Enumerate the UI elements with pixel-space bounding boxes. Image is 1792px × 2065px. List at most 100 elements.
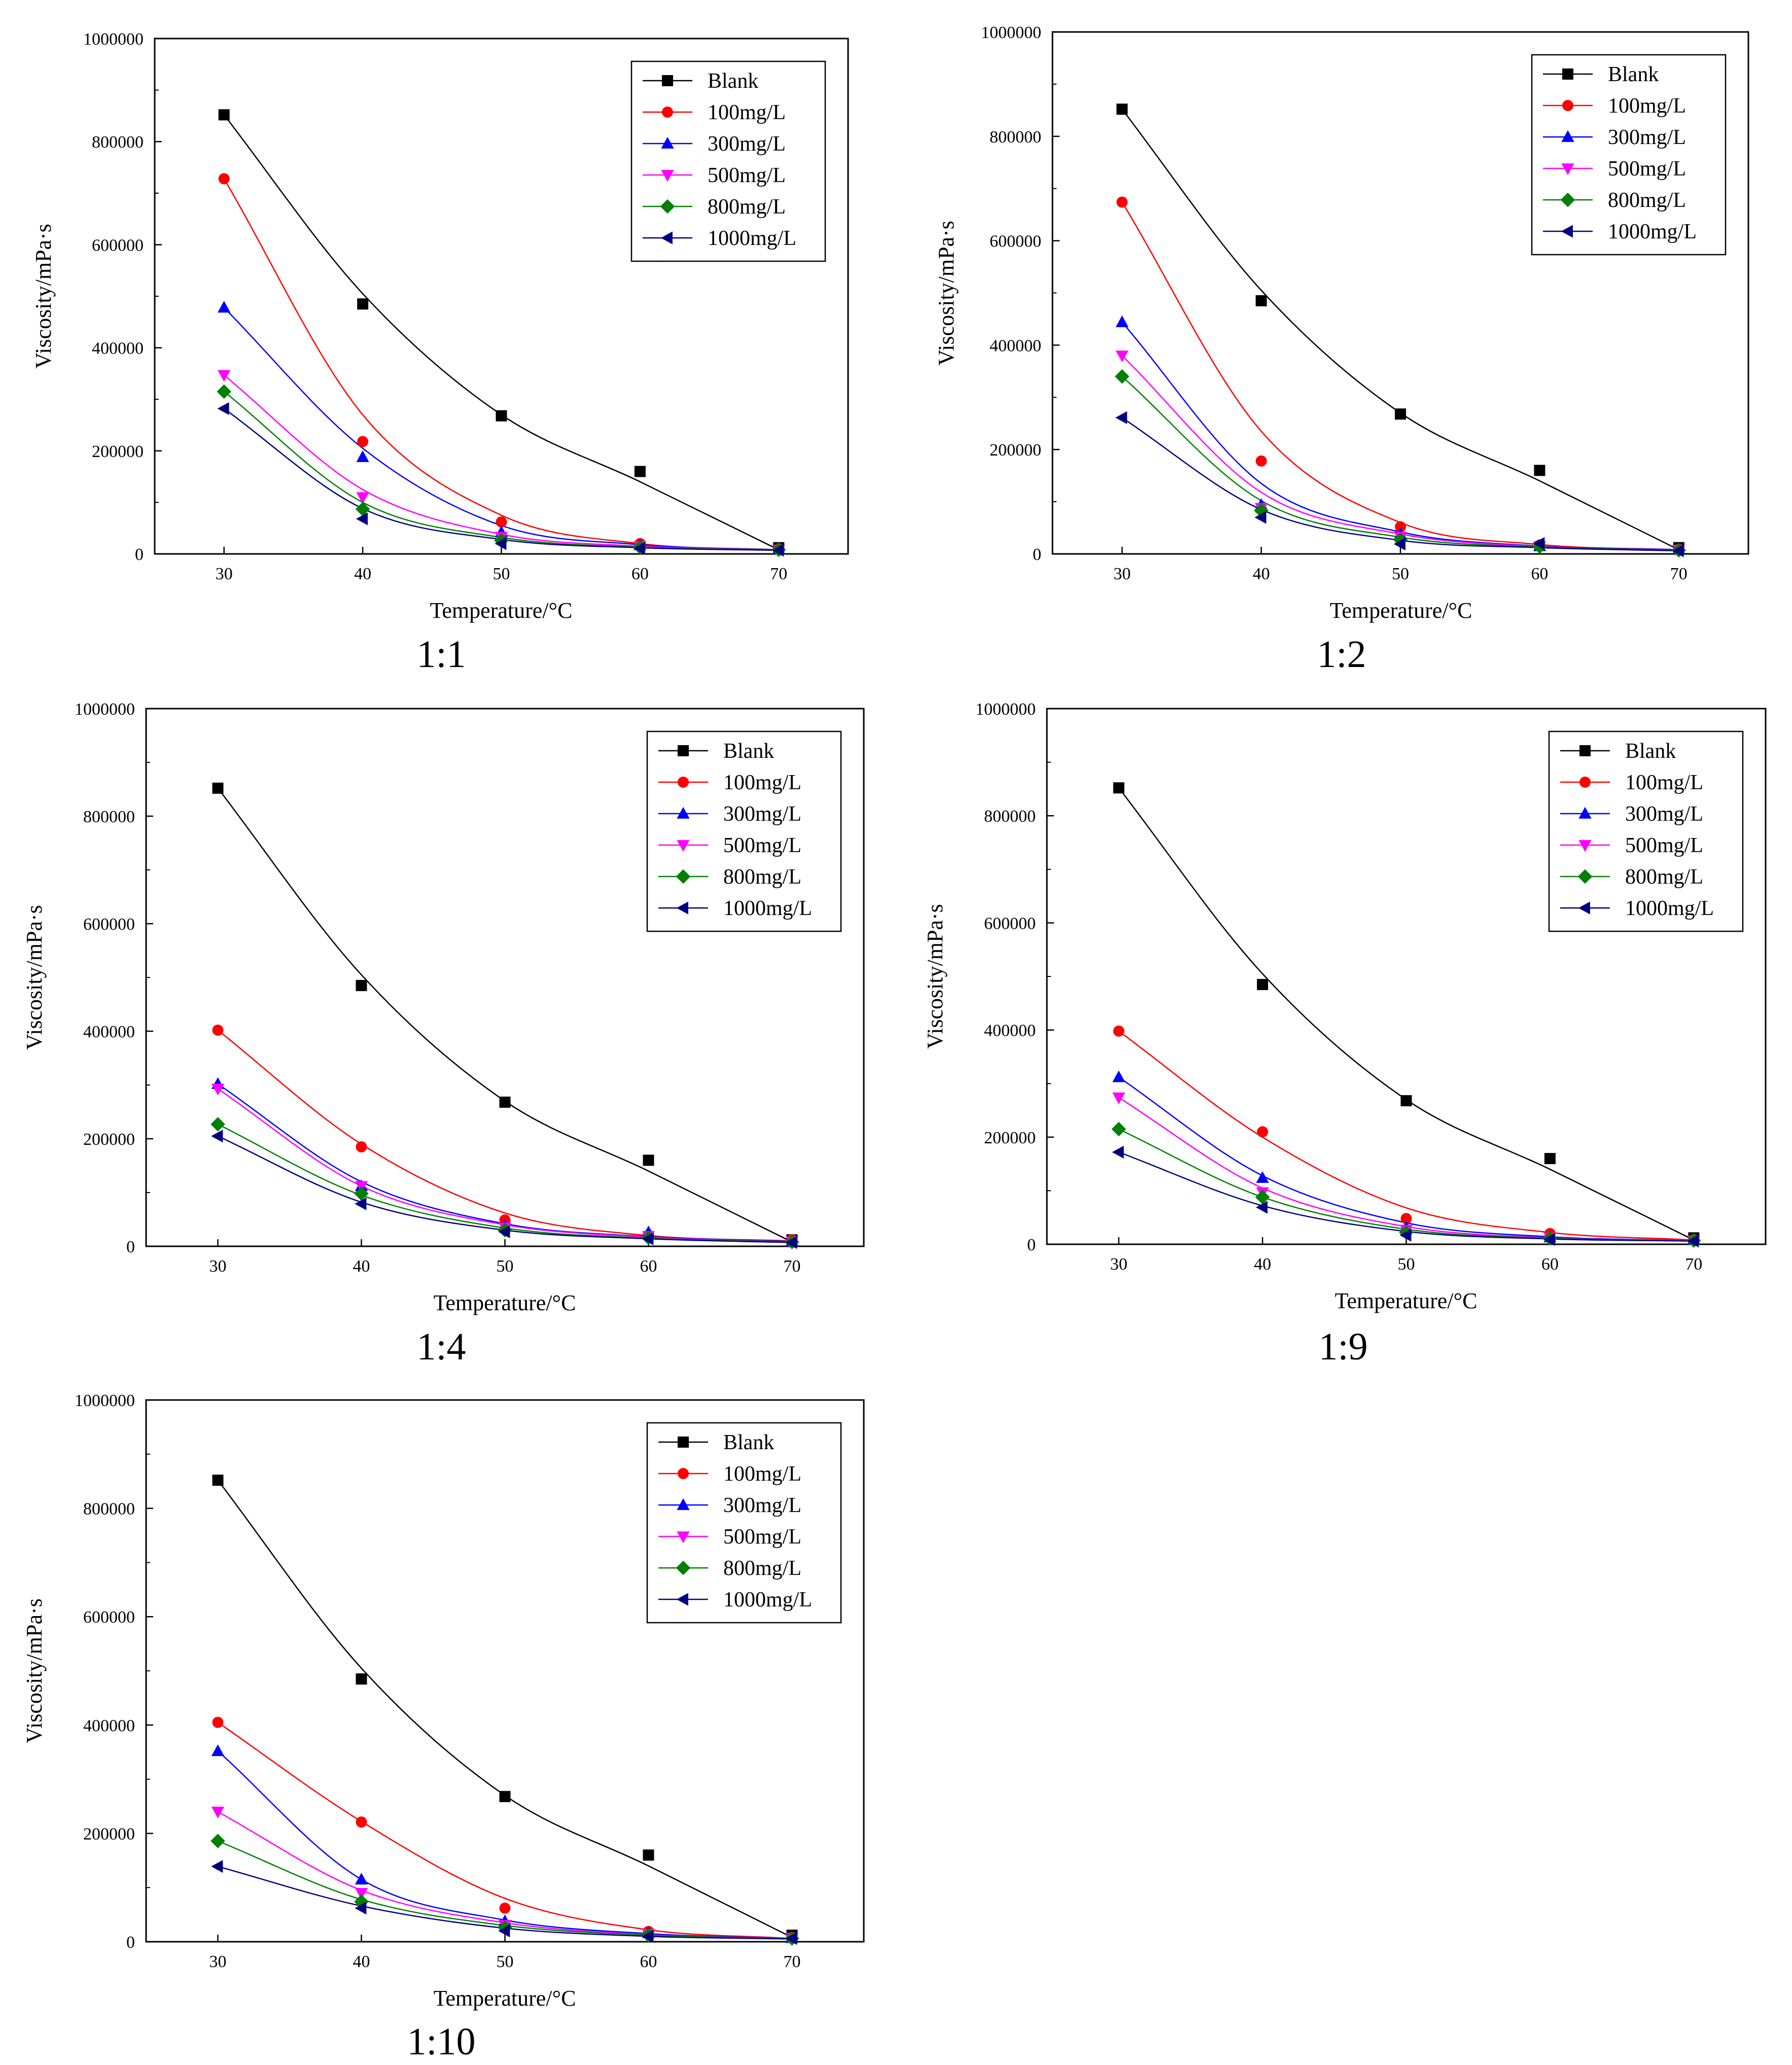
data-point — [496, 516, 507, 528]
data-point — [1115, 351, 1129, 363]
legend-label: 300mg/L — [1625, 802, 1703, 826]
x-tick-label: 30 — [209, 1952, 227, 1971]
data-point — [354, 1894, 369, 1909]
y-tick-label: 600000 — [92, 236, 144, 255]
legend-marker — [676, 869, 691, 884]
panel-caption: 1:4 — [416, 1325, 466, 1368]
data-point — [1112, 1145, 1124, 1159]
data-point — [356, 512, 368, 526]
y-tick-label: 0 — [1027, 1236, 1036, 1254]
data-point — [218, 109, 230, 121]
data-point — [1257, 1126, 1269, 1138]
data-point — [1115, 315, 1129, 328]
data-point — [1395, 408, 1406, 420]
data-point — [211, 1744, 225, 1756]
y-tick-label: 1000000 — [75, 1391, 135, 1410]
legend-marker — [1562, 100, 1573, 111]
y-tick-label: 400000 — [990, 336, 1041, 355]
data-point — [212, 1024, 224, 1036]
x-tick-label: 70 — [784, 1952, 801, 1971]
legend-label: 1000mg/L — [708, 227, 796, 250]
data-point — [1113, 1025, 1125, 1037]
legend-label: 800mg/L — [1625, 865, 1703, 889]
legend-marker — [678, 745, 689, 756]
data-point — [1255, 455, 1267, 467]
data-point — [1111, 1122, 1126, 1137]
data-point — [217, 384, 231, 399]
data-point — [1114, 369, 1130, 384]
data-point — [1393, 537, 1406, 551]
data-point — [217, 402, 229, 415]
data-point — [785, 1236, 797, 1249]
y-tick-label: 200000 — [984, 1129, 1036, 1147]
y-tick-label: 0 — [1033, 545, 1041, 564]
legend-label: 100mg/L — [723, 1462, 801, 1486]
legend-marker — [1577, 869, 1593, 884]
legend-marker — [677, 1531, 690, 1544]
data-point — [1113, 782, 1125, 794]
fit-curve-1 — [1118, 1030, 1694, 1241]
data-point — [498, 1225, 510, 1239]
data-point — [1400, 1213, 1412, 1224]
legend-label: 800mg/L — [723, 1557, 801, 1580]
legend-label: 800mg/L — [1608, 189, 1686, 212]
data-point — [1534, 465, 1545, 476]
x-tick-label: 60 — [640, 1257, 657, 1276]
y-tick-label: 1000000 — [83, 30, 144, 49]
legend-marker — [1578, 901, 1590, 915]
legend-marker — [660, 199, 675, 214]
data-point — [1116, 103, 1128, 115]
data-point — [642, 1930, 654, 1943]
y-axis-title: Viscosity/mPa·s — [22, 905, 47, 1050]
data-point — [356, 450, 369, 462]
x-axis-title: Temperature/°C — [430, 598, 573, 623]
chart-panel-5: 30 40 50 60 70 0 200000 400000 600000 800000 10000… — [22, 1391, 865, 2063]
data-point — [210, 1117, 225, 1132]
data-point — [642, 1232, 654, 1245]
x-tick-label: 30 — [216, 565, 233, 583]
y-tick-label: 800000 — [92, 133, 144, 152]
legend-label: Blank — [723, 1431, 774, 1454]
y-tick-label: 1000000 — [75, 700, 135, 719]
data-point — [211, 1860, 223, 1873]
data-point — [1255, 295, 1267, 306]
legend-marker — [1578, 840, 1592, 852]
legend-box — [1531, 54, 1727, 256]
data-point — [212, 1475, 224, 1486]
data-point — [499, 1096, 511, 1108]
data-point — [355, 1887, 368, 1900]
fit-curve-0 — [223, 114, 779, 550]
legend-marker — [662, 107, 673, 118]
data-point — [355, 1902, 367, 1915]
x-tick-label: 50 — [497, 1257, 514, 1276]
x-tick-label: 70 — [770, 565, 787, 583]
x-axis-title: Temperature/°C — [434, 1290, 576, 1315]
data-point — [218, 301, 231, 313]
x-tick-label: 70 — [1670, 565, 1688, 583]
panel-caption: 1:2 — [1317, 633, 1366, 676]
data-point — [1672, 544, 1684, 557]
y-tick-label: 0 — [135, 545, 144, 564]
y-tick-label: 600000 — [83, 915, 135, 934]
x-tick-label: 60 — [1541, 1255, 1559, 1274]
data-point — [1543, 1233, 1555, 1246]
data-point — [634, 466, 646, 477]
legend-label: 100mg/L — [1608, 94, 1686, 118]
y-tick-label: 400000 — [83, 1717, 135, 1735]
legend-box — [646, 730, 842, 932]
legend: Blank 100mg/L 300mg/L 500mg/L 800mg/L 1000mg/… — [646, 730, 842, 932]
data-point — [357, 436, 369, 447]
legend-label: 800mg/L — [708, 195, 786, 219]
legend-label: 300mg/L — [1608, 126, 1686, 149]
data-point — [356, 492, 369, 504]
x-tick-label: 70 — [1685, 1255, 1702, 1274]
data-point — [211, 1083, 225, 1096]
legend-marker — [1562, 68, 1573, 80]
legend-marker — [661, 136, 674, 149]
data-point — [643, 1154, 654, 1166]
data-point — [772, 544, 784, 557]
legend-label: 500mg/L — [1625, 834, 1703, 857]
x-axis-title: Temperature/°C — [1330, 598, 1472, 623]
y-tick-label: 200000 — [92, 442, 144, 461]
legend-marker — [1561, 225, 1573, 238]
